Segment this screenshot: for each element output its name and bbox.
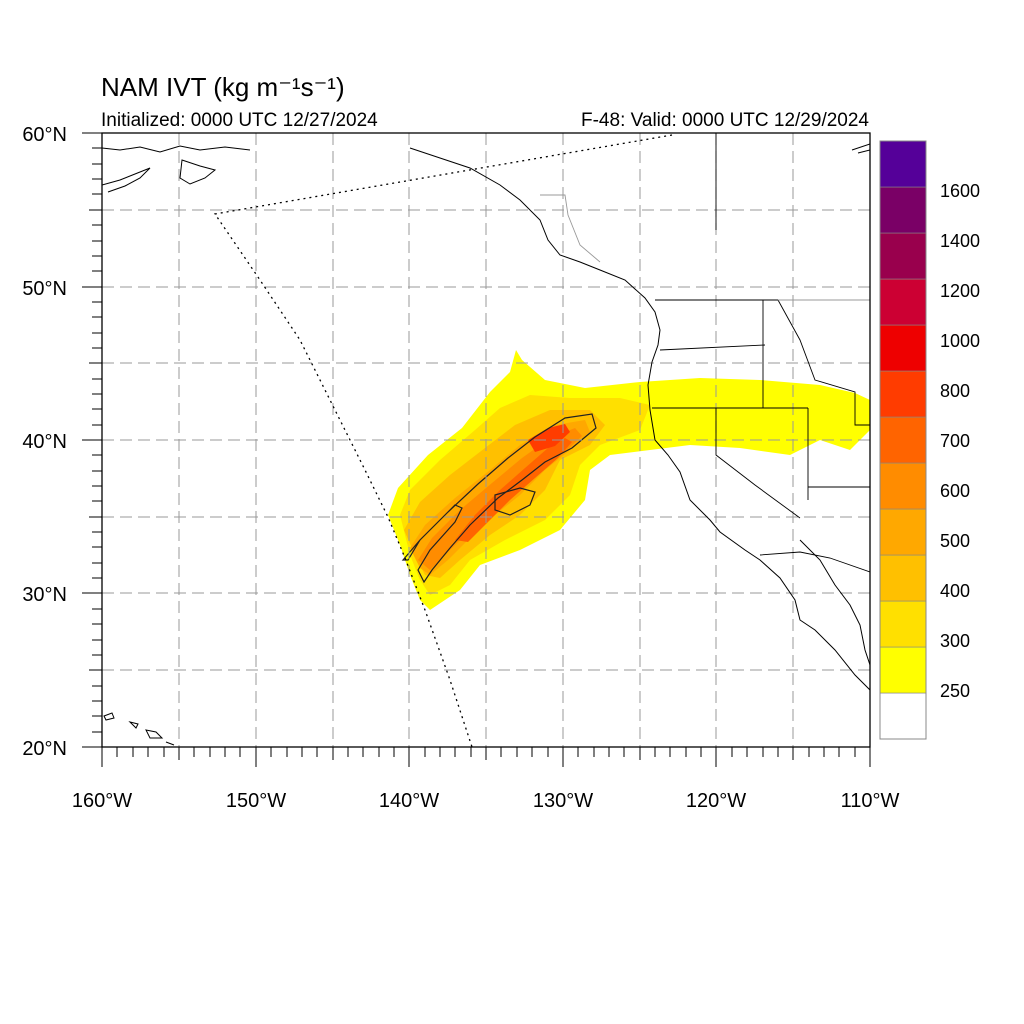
colorbar-swatch — [879, 600, 927, 648]
alaska-coast — [102, 145, 251, 193]
colorbar-swatch — [879, 140, 927, 188]
lat-label-20n: 20°N — [22, 738, 67, 760]
colorbar-label-1200: 1200 — [940, 281, 980, 301]
colorbar-frame — [879, 140, 927, 740]
lon-label-130w: 130°W — [533, 790, 593, 812]
colorbar-swatch — [879, 692, 927, 740]
colorbar-swatch — [879, 508, 927, 556]
northeast-coast-fragment — [851, 143, 870, 154]
map-content — [102, 133, 870, 747]
ivt-800-region — [528, 424, 570, 452]
colorbar-label-800: 800 — [940, 381, 970, 401]
lon-label-160w: 160°W — [72, 790, 132, 812]
colorbar-label-1600: 1600 — [940, 181, 980, 201]
coastlines — [102, 143, 870, 746]
lon-label-110w: 110°W — [841, 790, 900, 812]
colorbar-labels: 250 300 400 500 600 700 800 1000 1200 14… — [940, 181, 980, 701]
colorbar-label-250: 250 — [940, 681, 970, 701]
montana-border — [777, 299, 870, 426]
ivt-contour-inner — [494, 487, 536, 516]
north-america-west-coast — [409, 147, 870, 691]
baja-gulf-coast — [799, 539, 870, 666]
colorbar-swatch — [879, 462, 927, 510]
map-title: NAM IVT (kg m⁻¹s⁻¹) — [101, 72, 345, 102]
ivt-contours — [401, 413, 597, 584]
colorbar-swatch — [879, 232, 927, 280]
colorbar-label-300: 300 — [940, 631, 970, 651]
lon-label-150w: 150°W — [226, 790, 286, 812]
colorbar-label-1400: 1400 — [940, 231, 980, 251]
ivt-shading — [388, 350, 870, 610]
colorbar-swatch — [879, 324, 927, 372]
colorbar-label-500: 500 — [940, 531, 970, 551]
colorbar-label-600: 600 — [940, 481, 970, 501]
us-mexico-border — [759, 551, 870, 573]
lon-label-120w: 120°W — [686, 790, 746, 812]
hawaii-islands — [103, 712, 175, 746]
colorbar: 250 300 400 500 600 700 800 1000 1200 14… — [879, 140, 980, 740]
colorbar-swatch — [879, 554, 927, 602]
colorbar-swatches — [879, 140, 927, 740]
colorbar-swatch — [879, 646, 927, 694]
colorbar-label-400: 400 — [940, 581, 970, 601]
graticule — [102, 133, 870, 747]
colorbar-swatch — [879, 416, 927, 464]
initialized-label: Initialized: 0000 UTC 12/27/2024 — [101, 110, 378, 131]
colorbar-swatch — [879, 278, 927, 326]
colorbar-swatch — [879, 186, 927, 234]
lat-label-60n: 60°N — [22, 124, 67, 146]
grey-boundaries — [540, 194, 870, 301]
washington-oregon-border — [659, 344, 766, 351]
axis-ticks — [82, 132, 871, 767]
longitude-labels: 160°W 150°W 140°W 130°W 120°W 110°W — [72, 790, 900, 812]
latitude-labels: 20°N 30°N 40°N 50°N 60°N — [22, 124, 67, 760]
lat-label-40n: 40°N — [22, 431, 67, 453]
colorbar-label-1000: 1000 — [940, 331, 980, 351]
valid-time-label: F-48: Valid: 0000 UTC 12/29/2024 — [581, 110, 869, 131]
lon-label-140w: 140°W — [379, 790, 439, 812]
colorbar-swatch — [879, 370, 927, 418]
ivt-contour-outer — [401, 413, 597, 584]
model-domain-boundary — [213, 134, 673, 747]
lat-label-50n: 50°N — [22, 278, 67, 300]
colorbar-label-700: 700 — [940, 431, 970, 451]
lat-label-30n: 30°N — [22, 584, 67, 606]
nevada-california-border — [715, 408, 801, 519]
